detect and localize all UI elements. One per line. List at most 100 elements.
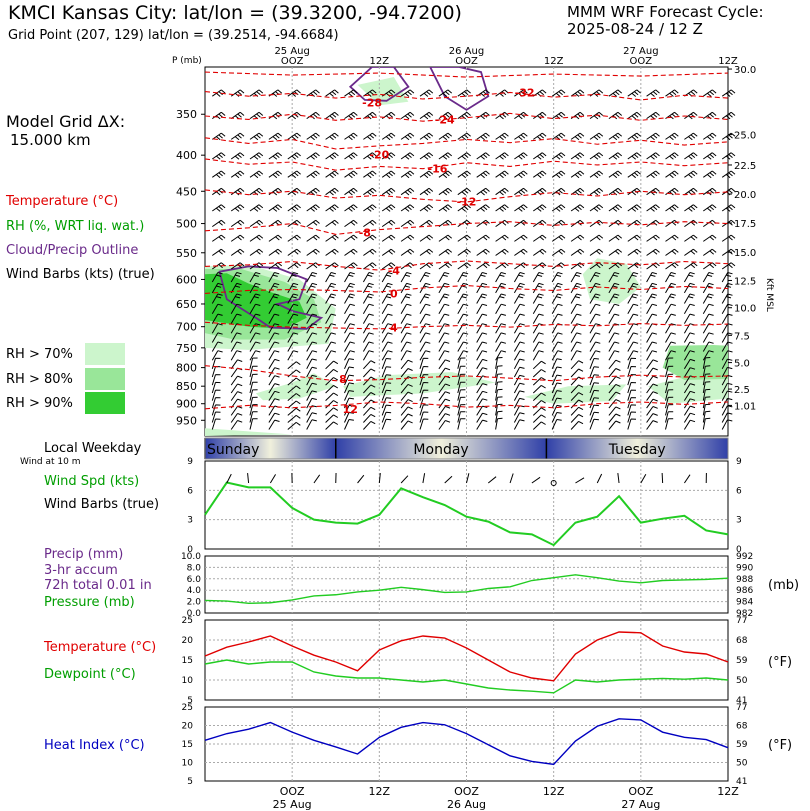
wind-barb-111 [721,152,736,160]
cloud-outline-2 [429,67,490,111]
temperature-tick-c-2: 15 [182,656,193,666]
wind-barb-21 [608,89,623,97]
wind-barb-258 [325,248,339,256]
rh-80-label: RH > 80% [6,372,73,387]
wind-barb-368 [287,293,299,304]
top-date-label-3: 26 Aug [449,46,484,57]
wind-barb-274 [627,248,641,256]
rh-region-70-2 [582,258,641,304]
wind-barb-707 [344,397,354,409]
cross-section-panel: -28 -24 -32 -20 -16 -12 -8 -4 0 4 8 12 350 400 450 500 5… [176,46,756,437]
wind-barb-403 [419,303,431,314]
wind-barb-63 [344,132,358,141]
wind-barb-491 [495,332,507,343]
wind-barb-73 [533,132,547,141]
wind-barb-383 [570,293,582,304]
dewpoint-line [204,659,729,694]
wind-barb-759 [268,412,280,423]
legend-rh: RH (%, WRT liq. wat.) [6,219,145,234]
wind-barb-604 [513,366,525,378]
wind-barb-275 [646,248,660,256]
wind-barb-726 [702,396,711,409]
wind-10m-barb-9 [400,475,409,484]
wind-barb-642 [702,373,711,386]
wind-barb-335 [721,272,733,283]
wind-barb-522 [551,341,563,352]
wind-barb-5 [306,89,320,97]
wind-10m-barb-10 [422,473,426,484]
wind-barb-582 [627,357,637,369]
wind-barb-674 [249,389,258,401]
wind-barb-14 [476,89,490,97]
wind-barb-774 [551,412,562,423]
wind-barb-475 [721,323,733,334]
wind-barb-196 [212,219,226,228]
wind-barb-4 [287,89,301,97]
wind-barb-724 [665,396,674,409]
pressure-tick-label-9: 800 [176,362,197,375]
wind-barb-324 [513,272,525,283]
wind-barb-793 [381,418,392,430]
wind-barb-623 [344,374,354,386]
wind-barb-382 [551,293,563,304]
wind-barb-768 [438,413,451,423]
wind-barb-309 [230,272,242,283]
wind-barb-713 [457,396,466,409]
wind-barb-27 [721,89,736,97]
wind-barb-418 [702,303,714,314]
weekday-band-0 [205,438,336,459]
wind-barb-371 [344,293,355,304]
wind-barb-186 [551,204,566,212]
wind-barb-566 [325,360,339,370]
wind-10m-barb-1 [226,473,232,484]
top-time-label-4: 12Z [544,56,564,67]
wind-barb-757 [230,413,243,423]
bottom-time-label-3: 12Z [543,785,565,798]
wind-barb-108 [665,152,679,160]
wind-barb-168 [212,204,226,212]
wind-barb-504 [211,341,223,352]
wind-barb-496 [589,332,601,343]
wind-barb-776 [589,411,599,423]
heat-f-unit-label: (°F) [768,738,793,753]
wind-barb-426 [325,313,337,324]
local-weekday-label: Local Weekday [44,441,142,456]
wind-barb-792 [363,420,376,430]
grid-point-subtitle: Grid Point (207, 129) lat/lon = (39.2514… [8,28,339,43]
wind-barb-396 [287,303,299,314]
wind-barb-241 [533,234,547,242]
wind-barb-583 [646,359,658,370]
wind-barb-20 [589,89,604,97]
wind-barb-157 [533,187,547,196]
wind-barb-10 [400,89,415,97]
wind-barb-723 [646,398,658,409]
wind-barb-362 [702,282,714,294]
wind-barb-405 [457,303,469,314]
wind-barb-481 [306,332,318,343]
wind-barb-332 [665,272,676,283]
wind-barb-397 [306,303,318,314]
wind-barb-315 [344,272,355,283]
temperature-tick-f-3: 68 [736,636,748,646]
wind-barb-395 [268,303,280,314]
wind-barb-492 [513,332,525,343]
wind-barb-207 [419,219,434,228]
wind-barb-227 [268,234,283,242]
wind-barb-638 [627,374,637,386]
wind-barb-507 [268,341,280,352]
wind-barb-620 [287,377,301,386]
wind-barb-704 [287,400,301,409]
wind-barb-486 [400,332,412,343]
wind-barb-509 [306,341,318,352]
precip-tick-left-2: 4.0 [187,586,202,596]
temperature-contour-label-6: -8 [359,227,371,240]
wind-barb-634 [551,374,562,386]
wind-barb-695 [646,391,658,401]
wind-barb-427 [344,313,355,324]
wind-barb-70 [476,132,490,141]
wind-barb-1 [230,89,245,97]
heat-index-tick-c-0: 5 [187,777,193,787]
wind-barb-720 [589,397,599,409]
wind-barb-188 [589,204,604,212]
